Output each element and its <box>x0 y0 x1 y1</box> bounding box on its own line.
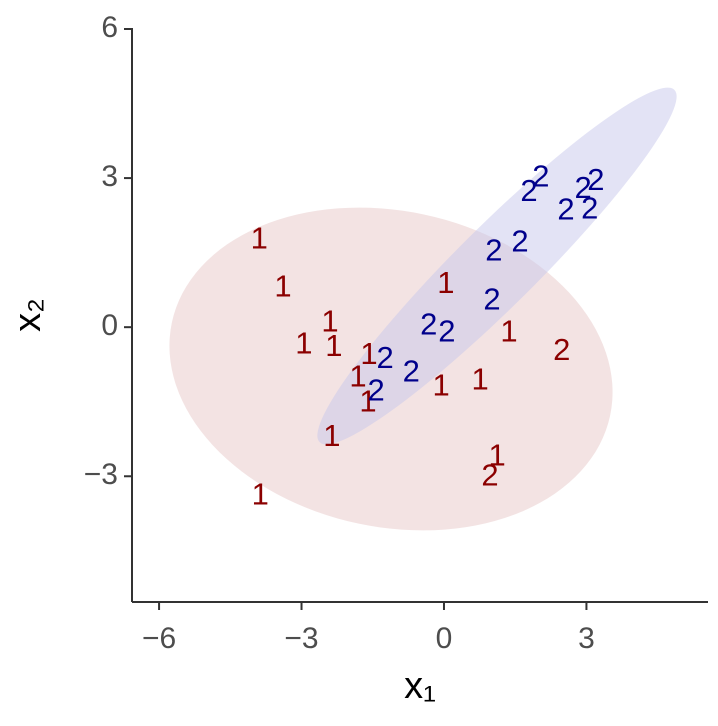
point-label: 2 <box>581 191 598 226</box>
point-label: 2 <box>511 223 528 258</box>
point-label: 1 <box>359 383 376 418</box>
point-label: 1 <box>321 303 338 338</box>
point-label: 1 <box>295 325 312 360</box>
point-label: 2 <box>587 162 604 197</box>
point-label: 2 <box>532 158 549 193</box>
point-label: 1 <box>489 438 506 473</box>
y-tick-label: 6 <box>101 11 118 44</box>
point-label: 2 <box>367 372 384 407</box>
point-label: 2 <box>553 332 570 367</box>
point-label: 2 <box>483 282 500 317</box>
point-label: 2 <box>438 313 455 348</box>
point-label: 1 <box>325 328 342 363</box>
point-label: 2 <box>485 232 502 267</box>
point-label: 1 <box>500 313 517 348</box>
x-axis-title: x₁ <box>404 665 436 707</box>
point-label: 2 <box>403 354 420 389</box>
y-tick-label: 0 <box>101 309 118 342</box>
point-label: 2 <box>376 340 393 375</box>
y-axis-title: x₂ <box>7 298 49 332</box>
x-tick-label: −6 <box>142 622 176 655</box>
point-label: 1 <box>252 476 269 511</box>
point-label: 1 <box>274 269 291 304</box>
point-label: 1 <box>437 265 454 300</box>
point-label: 2 <box>481 457 498 492</box>
point-label: 1 <box>360 336 377 371</box>
y-tick-label: −3 <box>84 458 118 491</box>
y-tick-label: 3 <box>101 160 118 193</box>
point-label: 1 <box>251 220 268 255</box>
point-label: 1 <box>349 359 366 394</box>
x-tick-label: 3 <box>578 622 595 655</box>
point-label: 1 <box>471 362 488 397</box>
point-label: 2 <box>557 192 574 227</box>
point-label: 2 <box>520 173 537 208</box>
x-tick-label: −3 <box>284 622 318 655</box>
point-label: 2 <box>574 170 591 205</box>
point-label: 1 <box>433 367 450 402</box>
point-label: 1 <box>323 418 340 453</box>
group-ellipse <box>317 87 677 445</box>
point-label: 2 <box>420 306 437 341</box>
x-tick-label: 0 <box>436 622 453 655</box>
